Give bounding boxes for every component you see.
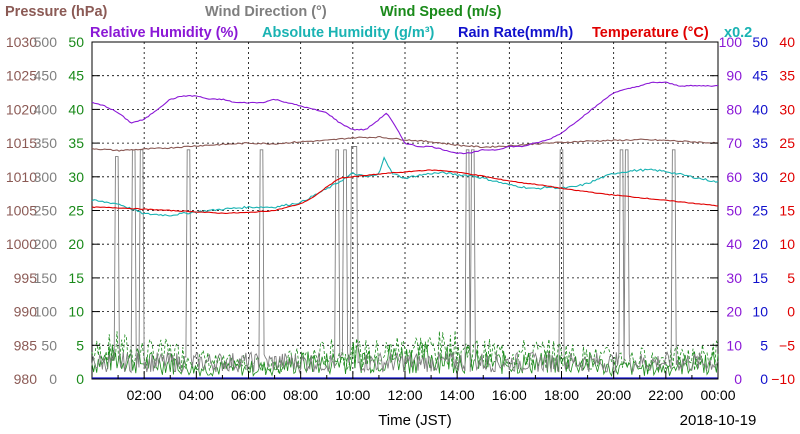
x-axis: 02:00 04:00 06:00 08:00 10:00 12:00 14:00 16:00… xyxy=(117,371,736,403)
ytick-wind_speed: 35 xyxy=(68,135,84,151)
ytick-wind_speed: 20 xyxy=(68,236,84,252)
ytick-pressure: 1000 xyxy=(6,236,37,252)
ytick-rain: 45 xyxy=(752,68,768,84)
ytick-pressure: 1010 xyxy=(6,169,37,185)
ytick-temp: 20 xyxy=(779,169,795,185)
ytick-rh: 80 xyxy=(726,101,742,117)
series-pressure xyxy=(91,135,719,152)
ytick-rain: 0 xyxy=(760,371,768,387)
ytick-temp: 25 xyxy=(779,135,795,151)
x-axis-label: Time (JST) xyxy=(378,412,452,429)
legend-ah_scale: x0.2 xyxy=(724,25,752,41)
xtick-label: 02:00 xyxy=(127,387,162,403)
xtick-label: 18:00 xyxy=(544,387,579,403)
ytick-wind_dir: 400 xyxy=(34,101,58,117)
ytick-temp: −10 xyxy=(771,371,795,387)
ytick-wind_speed: 45 xyxy=(68,68,84,84)
ytick-rain: 20 xyxy=(752,236,768,252)
ytick-wind_dir: 250 xyxy=(34,203,58,219)
legend-row-1: Pressure (hPa) Wind Direction (°) Wind Spe… xyxy=(5,4,502,20)
legend-ah: Absolute Humidity (g/m³) xyxy=(262,25,435,41)
series-wind-direction xyxy=(91,146,719,374)
xtick-label: 22:00 xyxy=(648,387,683,403)
ytick-rain: 30 xyxy=(752,169,768,185)
xtick-label: 10:00 xyxy=(335,387,370,403)
ytick-wind_speed: 25 xyxy=(68,203,84,219)
xtick-label: 14:00 xyxy=(440,387,475,403)
ytick-rain: 40 xyxy=(752,101,768,117)
xtick-label: 16:00 xyxy=(492,387,527,403)
legend-row-2: Relative Humidity (%) Absolute Humidity (… xyxy=(90,25,752,41)
ytick-wind_dir: 50 xyxy=(41,337,57,353)
ytick-rain: 15 xyxy=(752,270,768,286)
ytick-rh: 50 xyxy=(726,203,742,219)
ytick-rh: 100 xyxy=(719,34,743,50)
ytick-pressure: 985 xyxy=(14,337,38,353)
ytick-wind_speed: 50 xyxy=(68,34,84,50)
legend-wind_speed: Wind Speed (m/s) xyxy=(380,4,502,20)
ytick-wind_dir: 150 xyxy=(34,270,58,286)
ytick-temp: 40 xyxy=(779,34,795,50)
series-relative-humidity xyxy=(91,81,718,155)
ytick-wind_dir: 300 xyxy=(34,169,58,185)
xtick-label: 06:00 xyxy=(231,387,266,403)
date-label: 2018-10-19 xyxy=(680,412,757,429)
ytick-rain: 35 xyxy=(752,135,768,151)
ytick-rain: 10 xyxy=(752,304,768,320)
xtick-label: 04:00 xyxy=(179,387,214,403)
ytick-rh: 0 xyxy=(734,371,742,387)
y-axes: 9809859909951000100510101015102010251030… xyxy=(6,34,795,387)
ytick-temp: 15 xyxy=(779,203,795,219)
ytick-rh: 40 xyxy=(726,236,742,252)
ytick-pressure: 1025 xyxy=(6,68,37,84)
legend-pressure: Pressure (hPa) xyxy=(5,4,108,20)
ytick-wind_dir: 100 xyxy=(34,304,58,320)
ytick-temp: 10 xyxy=(779,236,795,252)
ytick-rain: 25 xyxy=(752,203,768,219)
xtick-label: 00:00 xyxy=(700,387,735,403)
ytick-rain: 50 xyxy=(752,34,768,50)
ytick-wind_speed: 40 xyxy=(68,101,84,117)
ytick-rh: 70 xyxy=(726,135,742,151)
ytick-rain: 5 xyxy=(760,337,768,353)
series-wind-gust xyxy=(91,330,719,374)
ytick-wind_dir: 0 xyxy=(49,371,57,387)
ytick-rh: 60 xyxy=(726,169,742,185)
ytick-temp: −5 xyxy=(779,337,795,353)
ytick-wind_speed: 15 xyxy=(68,270,84,286)
ytick-rh: 90 xyxy=(726,68,742,84)
ytick-wind_speed: 5 xyxy=(76,337,84,353)
ytick-pressure: 1020 xyxy=(6,101,37,117)
series-temperature xyxy=(91,169,719,214)
ytick-wind_dir: 450 xyxy=(34,68,58,84)
ytick-wind_dir: 350 xyxy=(34,135,58,151)
ytick-wind_dir: 200 xyxy=(34,236,58,252)
ytick-temp: 35 xyxy=(779,68,795,84)
series-absolute-humidity xyxy=(91,156,719,217)
legend-temp: Temperature (°C) xyxy=(592,25,709,41)
ytick-temp: 30 xyxy=(779,101,795,117)
ytick-wind_speed: 30 xyxy=(68,169,84,185)
legend-rain: Rain Rate(mm/h) xyxy=(458,25,573,41)
legend-wind_dir: Wind Direction (°) xyxy=(205,4,327,20)
legend-rh: Relative Humidity (%) xyxy=(90,25,238,41)
ytick-pressure: 980 xyxy=(14,371,38,387)
ytick-temp: 0 xyxy=(787,304,795,320)
xtick-label: 20:00 xyxy=(596,387,631,403)
xtick-label: 12:00 xyxy=(387,387,422,403)
ytick-rh: 30 xyxy=(726,270,742,286)
ytick-wind_speed: 0 xyxy=(76,371,84,387)
ytick-pressure: 990 xyxy=(14,304,38,320)
xtick-label: 08:00 xyxy=(283,387,318,403)
ytick-rh: 20 xyxy=(726,304,742,320)
ytick-rh: 10 xyxy=(726,337,742,353)
ytick-pressure: 1030 xyxy=(6,34,37,50)
ytick-pressure: 1005 xyxy=(6,203,37,219)
ytick-wind_speed: 10 xyxy=(68,304,84,320)
ytick-wind_dir: 500 xyxy=(34,34,58,50)
ytick-pressure: 1015 xyxy=(6,135,37,151)
ytick-pressure: 995 xyxy=(14,270,38,286)
ytick-temp: 5 xyxy=(787,270,795,286)
